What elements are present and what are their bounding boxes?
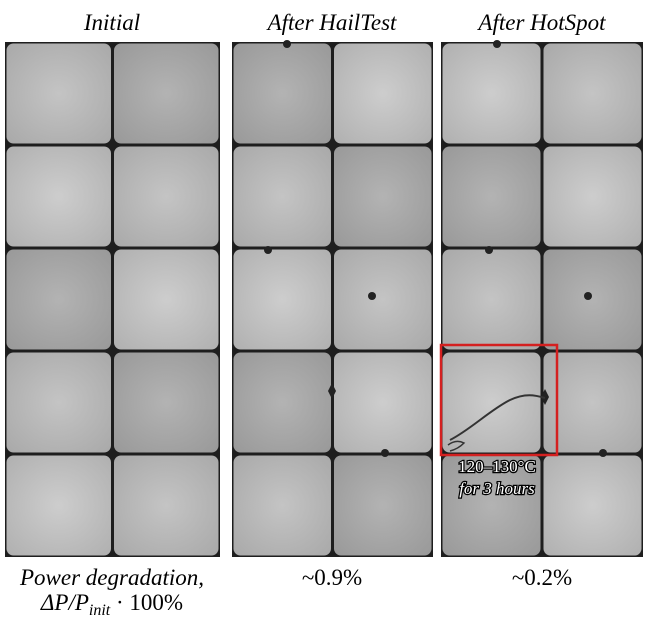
- highlight-box: [439, 343, 559, 457]
- cell: [233, 352, 331, 453]
- footer-label: Power degradation,: [19, 565, 204, 590]
- cell: [543, 352, 642, 453]
- annotation: 120–130°C: [458, 457, 536, 476]
- cell: [442, 352, 541, 453]
- cell: [6, 455, 111, 556]
- cell: [543, 43, 642, 144]
- cell: [543, 146, 642, 247]
- footer-label: ΔP/Pinit · 100%: [40, 590, 183, 619]
- cell: [233, 43, 331, 144]
- cell: [334, 146, 432, 247]
- cell: [114, 352, 219, 453]
- cell: [233, 455, 331, 556]
- panel-images: [5, 42, 643, 557]
- cell: [114, 43, 219, 144]
- cell: [442, 146, 541, 247]
- cell: [233, 249, 331, 350]
- footer-label-part: · 100%: [110, 590, 183, 615]
- cell: [543, 455, 642, 556]
- cell: [114, 146, 219, 247]
- cell: [6, 146, 111, 247]
- cell: [114, 455, 219, 556]
- footer-label-sub: init: [89, 602, 111, 619]
- cell: [442, 455, 541, 556]
- cell: [334, 43, 432, 144]
- degradation-value: ~0.9%: [302, 565, 362, 590]
- annotation: for 3 hours: [459, 479, 535, 498]
- degradation-value: ~0.2%: [512, 565, 572, 590]
- column-header: After HotSpot: [476, 10, 606, 35]
- cell: [334, 249, 432, 350]
- cell: [6, 249, 111, 350]
- cell: [442, 249, 541, 350]
- cell: [442, 43, 541, 144]
- defects: [264, 40, 607, 457]
- cell: [233, 146, 331, 247]
- cell: [6, 43, 111, 144]
- column-header: After HailTest: [266, 10, 397, 35]
- cell: [543, 249, 642, 350]
- footer-label-part: ΔP/P: [40, 590, 89, 615]
- cell: [334, 352, 432, 453]
- cell: [114, 249, 219, 350]
- cell: [6, 352, 111, 453]
- cell: [334, 455, 432, 556]
- column-header: Initial: [83, 10, 140, 35]
